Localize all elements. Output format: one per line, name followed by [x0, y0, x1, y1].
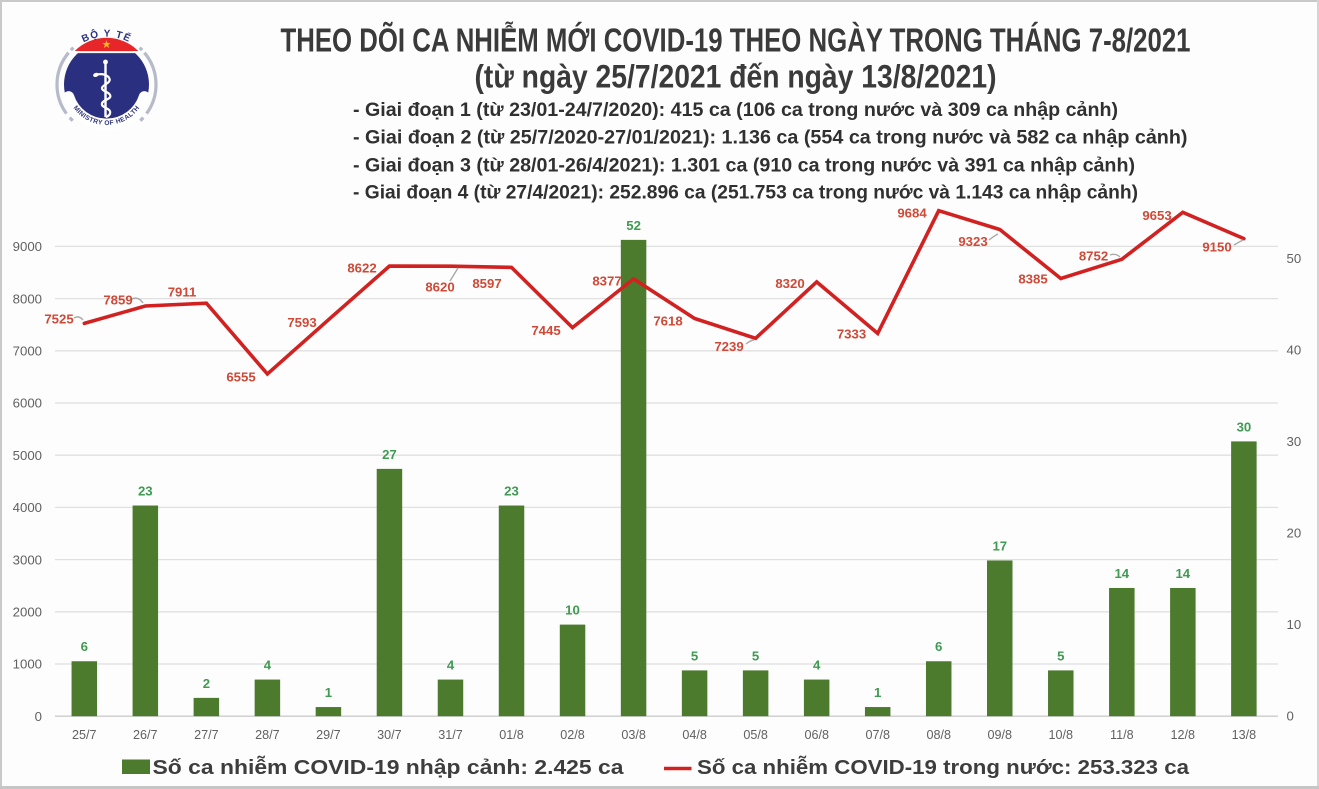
svg-text:(từ ngày 25/7/2021 đến ngày 13: (từ ngày 25/7/2021 đến ngày 13/8/2021)	[475, 59, 997, 95]
svg-text:7333: 7333	[837, 327, 866, 342]
svg-text:50: 50	[1287, 251, 1302, 266]
svg-text:9150: 9150	[1202, 240, 1231, 255]
svg-text:23: 23	[138, 484, 153, 499]
svg-text:26/7: 26/7	[133, 728, 158, 742]
svg-text:8620: 8620	[425, 280, 454, 295]
svg-text:BỘ Y TẾ: BỘ Y TẾ	[80, 27, 134, 45]
svg-text:14: 14	[1114, 566, 1129, 581]
svg-text:28/7: 28/7	[255, 728, 280, 742]
svg-text:6: 6	[81, 639, 88, 654]
svg-text:4: 4	[447, 658, 455, 673]
svg-text:7593: 7593	[287, 315, 316, 330]
svg-text:5: 5	[691, 648, 698, 663]
svg-text:3000: 3000	[13, 552, 42, 567]
svg-text:7000: 7000	[13, 344, 42, 359]
svg-text:- Giai đoạn 3 (từ 28/01-26/4/2: - Giai đoạn 3 (từ 28/01-26/4/2021): 1.30…	[353, 155, 1135, 177]
svg-text:12/8: 12/8	[1171, 728, 1196, 742]
svg-text:6555: 6555	[226, 370, 255, 385]
svg-text:09/8: 09/8	[988, 728, 1013, 742]
svg-text:40: 40	[1287, 342, 1302, 357]
svg-text:0: 0	[1287, 708, 1294, 723]
svg-text:9653: 9653	[1142, 208, 1171, 223]
svg-text:03/8: 03/8	[621, 728, 646, 742]
svg-text:8377: 8377	[592, 274, 621, 289]
svg-text:30/7: 30/7	[377, 728, 402, 742]
svg-text:7239: 7239	[714, 339, 743, 354]
svg-text:9323: 9323	[958, 234, 987, 249]
svg-text:- Giai đoạn 2 (từ 25/7/2020-27: - Giai đoạn 2 (từ 25/7/2020-27/01/2021):…	[353, 127, 1188, 149]
svg-text:9000: 9000	[13, 239, 42, 254]
svg-text:13/8: 13/8	[1232, 728, 1257, 742]
svg-text:30: 30	[1237, 419, 1252, 434]
svg-text:1: 1	[874, 685, 881, 700]
svg-text:- Giai đoạn 1 (từ 23/01-24/7/2: - Giai đoạn 1 (từ 23/01-24/7/2020): 415 …	[353, 99, 1118, 121]
svg-text:10/8: 10/8	[1049, 728, 1074, 742]
svg-text:5: 5	[1057, 648, 1064, 663]
svg-text:5: 5	[752, 648, 759, 663]
svg-text:1000: 1000	[13, 657, 42, 672]
svg-text:08/8: 08/8	[926, 728, 951, 742]
svg-text:4: 4	[813, 658, 821, 673]
svg-text:10: 10	[565, 603, 580, 618]
svg-text:29/7: 29/7	[316, 728, 341, 742]
svg-text:25/7: 25/7	[72, 728, 97, 742]
svg-text:1: 1	[325, 685, 332, 700]
svg-text:01/8: 01/8	[499, 728, 524, 742]
svg-text:8622: 8622	[347, 261, 376, 276]
svg-text:2000: 2000	[13, 605, 42, 620]
svg-text:05/8: 05/8	[743, 728, 768, 742]
svg-text:7445: 7445	[531, 323, 560, 338]
svg-text:30: 30	[1287, 434, 1302, 449]
svg-text:07/8: 07/8	[865, 728, 890, 742]
svg-text:8752: 8752	[1079, 249, 1108, 264]
svg-text:2: 2	[203, 676, 210, 691]
svg-text:02/8: 02/8	[560, 728, 585, 742]
svg-text:8320: 8320	[775, 276, 804, 291]
svg-text:4: 4	[264, 658, 272, 673]
svg-text:8000: 8000	[13, 291, 42, 306]
svg-text:6: 6	[935, 639, 942, 654]
svg-text:4000: 4000	[13, 500, 42, 515]
svg-text:7618: 7618	[653, 314, 682, 329]
svg-text:11/8: 11/8	[1110, 728, 1134, 742]
svg-text:23: 23	[504, 484, 519, 499]
svg-text:14: 14	[1175, 566, 1190, 581]
svg-text:8385: 8385	[1018, 272, 1047, 287]
svg-text:0: 0	[35, 709, 42, 724]
svg-text:27/7: 27/7	[194, 728, 219, 742]
svg-text:Số ca nhiễm COVID-19 trong nướ: Số ca nhiễm COVID-19 trong nước: 253.323…	[697, 755, 1190, 779]
svg-text:5000: 5000	[13, 448, 42, 463]
svg-text:17: 17	[992, 539, 1007, 554]
svg-text:- Giai đoạn 4 (từ 27/4/2021):: - Giai đoạn 4 (từ 27/4/2021): 252.896 ca…	[353, 182, 1138, 204]
svg-text:31/7: 31/7	[438, 728, 463, 742]
svg-text:Số ca nhiễm COVID-19 nhập cảnh: Số ca nhiễm COVID-19 nhập cảnh: 2.425 ca	[153, 755, 625, 779]
svg-text:7859: 7859	[103, 293, 132, 308]
svg-text:04/8: 04/8	[682, 728, 707, 742]
svg-text:9684: 9684	[897, 206, 927, 221]
svg-text:THEO DÕI CA NHIỄM MỚI COVID-19: THEO DÕI CA NHIỄM MỚI COVID-19 THEO NGÀY…	[281, 22, 1191, 59]
svg-text:6000: 6000	[13, 396, 42, 411]
svg-text:10: 10	[1287, 617, 1302, 632]
svg-text:7911: 7911	[168, 285, 197, 300]
svg-text:06/8: 06/8	[804, 728, 829, 742]
svg-text:20: 20	[1287, 525, 1302, 540]
svg-text:7525: 7525	[44, 312, 73, 327]
svg-text:52: 52	[626, 218, 641, 233]
svg-text:8597: 8597	[472, 276, 501, 291]
svg-text:27: 27	[382, 447, 397, 462]
